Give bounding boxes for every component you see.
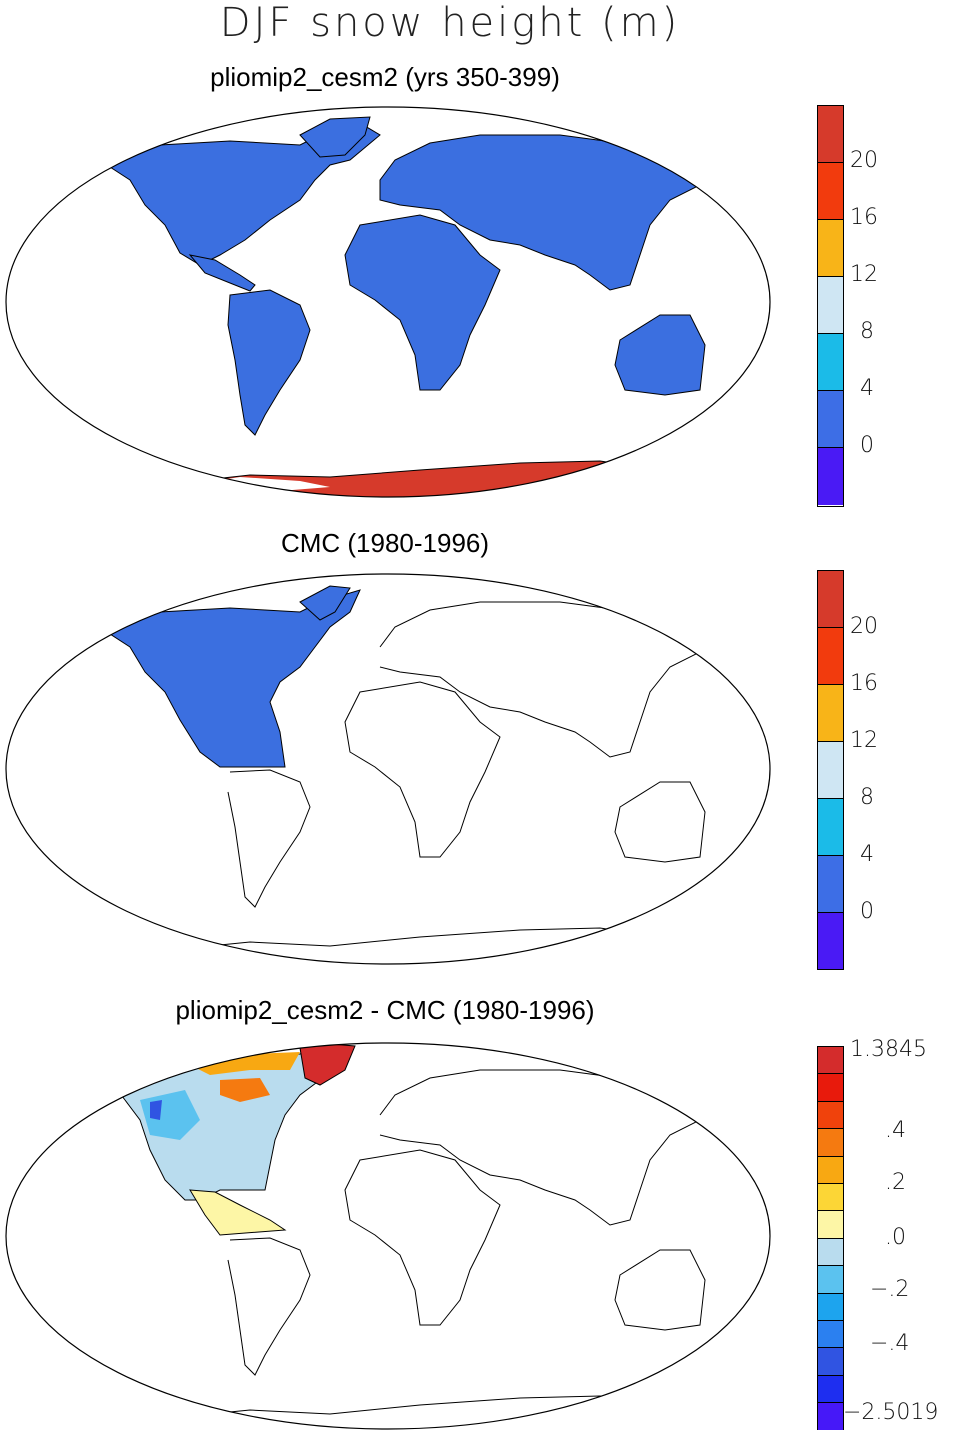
colorbar-3-tick: −.2 [870, 1277, 910, 1302]
colorbar-3-seg [818, 1348, 843, 1376]
colorbar-2-tick: 8 [860, 785, 874, 810]
colorbar-1-seg [818, 391, 843, 448]
colorbar-3-tick: .4 [885, 1118, 906, 1143]
colorbar-3-seg [818, 1074, 843, 1102]
colorbar-2-seg [818, 799, 843, 856]
colorbar-1-tick: 4 [860, 376, 874, 401]
panel-1-map [5, 106, 771, 498]
colorbar-1-tick: 0 [860, 433, 874, 458]
colorbar-2-tick: 12 [850, 728, 878, 753]
colorbar-2-seg [818, 628, 843, 685]
panel-3-map [5, 1042, 771, 1430]
colorbar-1-seg [818, 106, 843, 163]
colorbar-3-seg [818, 1156, 843, 1184]
colorbar-3-seg [818, 1375, 843, 1404]
colorbar-3-seg [818, 1293, 843, 1321]
colorbar-1-tick: 16 [850, 205, 878, 230]
panel-3-colorbar [817, 1046, 844, 1431]
colorbar-3-seg [818, 1047, 843, 1075]
colorbar-1-seg [818, 334, 843, 391]
colorbar-2-tick: 20 [850, 614, 878, 639]
colorbar-1-seg [818, 277, 843, 334]
panel-2-map [5, 573, 771, 965]
eurasia-snow [379, 134, 701, 291]
colorbar-3-tick: 1.3845 [850, 1037, 927, 1062]
colorbar-3-seg [818, 1101, 843, 1130]
colorbar-1-seg [818, 448, 843, 505]
greenland-difference [299, 1043, 356, 1086]
panel-3-title: pliomip2_cesm2 - CMC (1980-1996) [175, 995, 595, 1025]
colorbar-3-tick: −2.5019 [843, 1400, 939, 1425]
colorbar-2-seg [818, 685, 843, 742]
colorbar-2-tick: 4 [860, 842, 874, 867]
colorbar-1-tick: 12 [850, 262, 878, 287]
greenland-snow [299, 116, 371, 158]
colorbar-2-tick: 0 [860, 899, 874, 924]
australia-snow [614, 314, 706, 396]
colorbar-3-seg [818, 1266, 843, 1294]
colorbar-1-tick: 8 [860, 319, 874, 344]
panel-2-title: CMC (1980-1996) [280, 528, 490, 558]
africa-snow [344, 214, 501, 391]
panel-2-colorbar [817, 570, 844, 970]
figure-title: DJF snow height (m) [219, 0, 681, 46]
colorbar-2-seg [818, 742, 843, 799]
colorbar-1-seg [818, 220, 843, 277]
colorbar-3-seg [818, 1211, 843, 1239]
colorbar-1-seg [818, 163, 843, 220]
colorbar-3-seg [818, 1238, 843, 1267]
colorbar-2-tick: 16 [850, 671, 878, 696]
colorbar-2-seg [818, 856, 843, 913]
colorbar-1-tick: 20 [850, 148, 878, 173]
colorbar-3-seg [818, 1129, 843, 1157]
colorbar-3-seg [818, 1320, 843, 1349]
colorbar-3-seg [818, 1403, 843, 1431]
colorbar-3-tick: .0 [885, 1225, 906, 1250]
colorbar-3-seg [818, 1183, 843, 1212]
colorbar-2-seg [818, 571, 843, 628]
colorbar-2-seg [818, 913, 843, 969]
colorbar-3-tick: −.4 [870, 1331, 910, 1356]
panel-1-title: pliomip2_cesm2 (yrs 350-399) [210, 62, 560, 92]
antarctica-snow [159, 460, 651, 497]
colorbar-3-tick: .2 [885, 1170, 906, 1195]
south-america-snow [227, 289, 311, 436]
panel-1-colorbar [817, 105, 844, 507]
